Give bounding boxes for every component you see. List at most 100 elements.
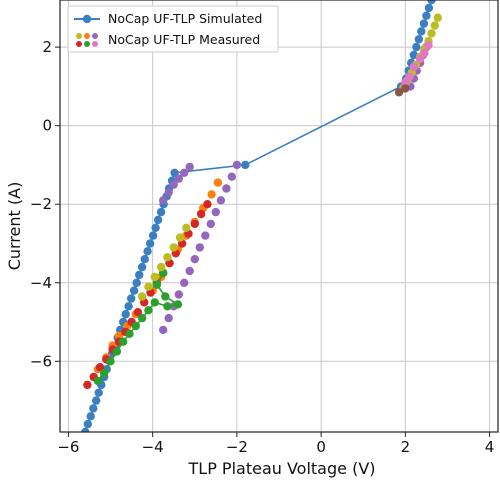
- data-point: [161, 292, 170, 301]
- data-point: [433, 13, 442, 22]
- data-point: [173, 300, 183, 309]
- series-5: [137, 13, 442, 301]
- data-point: [152, 280, 162, 289]
- data-point: [190, 219, 199, 229]
- series-0: [81, 0, 436, 432]
- data-point: [169, 180, 178, 189]
- data-point: [190, 255, 199, 264]
- data-point: [114, 331, 124, 340]
- legend-label-measured: NoCap UF-TLP Measured: [108, 32, 260, 47]
- data-point: [196, 209, 206, 219]
- data-point: [164, 188, 173, 197]
- x-tick-label: 0: [316, 438, 326, 456]
- data-point: [119, 337, 128, 346]
- data-point: [131, 321, 140, 331]
- data-point: [180, 278, 189, 287]
- series-3: [83, 200, 212, 390]
- y-axis-label: Current (A): [5, 182, 24, 271]
- data-point: [83, 380, 92, 390]
- data-point: [112, 347, 122, 356]
- legend: NoCap UF-TLP Simulated NoCap UF-TLP Meas…: [67, 5, 279, 53]
- data-point: [94, 388, 103, 397]
- data-point: [151, 223, 160, 232]
- series-1: [159, 42, 431, 335]
- y-tick-label: −6: [30, 352, 52, 370]
- data-point: [227, 172, 236, 181]
- legend-label-simulated: NoCap UF-TLP Simulated: [108, 11, 262, 26]
- x-axis-label: TLP Plateau Voltage (V): [188, 459, 376, 478]
- data-point: [175, 233, 185, 242]
- data-point: [422, 11, 431, 20]
- y-tick-label: −4: [30, 274, 52, 292]
- data-point: [156, 207, 166, 217]
- series-4: [93, 268, 183, 386]
- data-point: [92, 396, 101, 405]
- gridlines: [60, 0, 498, 432]
- data-point: [125, 329, 134, 338]
- data-point: [163, 253, 172, 262]
- data-point: [159, 196, 168, 205]
- data-point: [127, 294, 136, 303]
- x-tick-label: 2: [401, 438, 411, 456]
- data-point: [124, 302, 133, 311]
- y-tick-label: 0: [42, 117, 52, 135]
- x-tick-label: −6: [57, 438, 79, 456]
- data-point: [174, 174, 183, 183]
- data-point: [195, 243, 204, 252]
- data-point: [409, 62, 418, 71]
- data-point: [232, 160, 242, 170]
- data-point: [135, 270, 144, 280]
- series-line: [84, 0, 433, 432]
- data-point: [144, 282, 153, 291]
- data-point: [144, 306, 153, 315]
- y-tick-label: −2: [30, 195, 52, 213]
- data-point: [427, 0, 436, 5]
- plot-border: [59, 0, 499, 433]
- data-point: [427, 29, 436, 38]
- data-point: [401, 78, 410, 87]
- data-point: [86, 412, 95, 421]
- data-point: [185, 162, 194, 172]
- data-point: [89, 404, 98, 413]
- data-point: [121, 310, 130, 319]
- data-point: [412, 42, 421, 52]
- data-point: [81, 427, 90, 432]
- data-point: [401, 84, 410, 93]
- x-tick-labels: −6 −4 −2 0 2 4: [57, 432, 494, 456]
- data-point: [206, 219, 215, 229]
- x-tick-label: −2: [226, 438, 248, 456]
- y-tick-labels: −6 −4 −2 0 2: [30, 38, 60, 370]
- data-point: [216, 196, 226, 205]
- data-point: [95, 363, 105, 372]
- data-point: [169, 243, 178, 252]
- data-point: [174, 290, 183, 299]
- legend-box: [67, 5, 279, 53]
- data-point: [150, 298, 159, 307]
- data-point: [159, 325, 168, 335]
- data-point: [417, 27, 426, 36]
- data-point: [222, 184, 231, 193]
- legend-marker-simulated: [74, 14, 100, 24]
- data-point: [414, 35, 423, 44]
- data-point: [211, 207, 220, 217]
- data-point: [137, 292, 147, 301]
- data-point: [185, 266, 194, 276]
- data-point: [430, 21, 439, 30]
- data-point: [156, 262, 166, 272]
- data-point: [100, 368, 109, 378]
- data-point: [93, 376, 103, 386]
- data-point: [394, 88, 404, 97]
- data-point: [129, 286, 139, 295]
- data-point: [150, 272, 159, 282]
- y-tick-label: 2: [42, 38, 52, 56]
- data-point: [203, 200, 212, 209]
- series-layer: [81, 0, 442, 432]
- data-point: [405, 72, 414, 81]
- data-point: [424, 41, 433, 50]
- data-point: [133, 308, 143, 317]
- data-point: [424, 3, 434, 13]
- data-point: [163, 302, 172, 311]
- data-point: [145, 239, 155, 248]
- data-point: [241, 160, 250, 170]
